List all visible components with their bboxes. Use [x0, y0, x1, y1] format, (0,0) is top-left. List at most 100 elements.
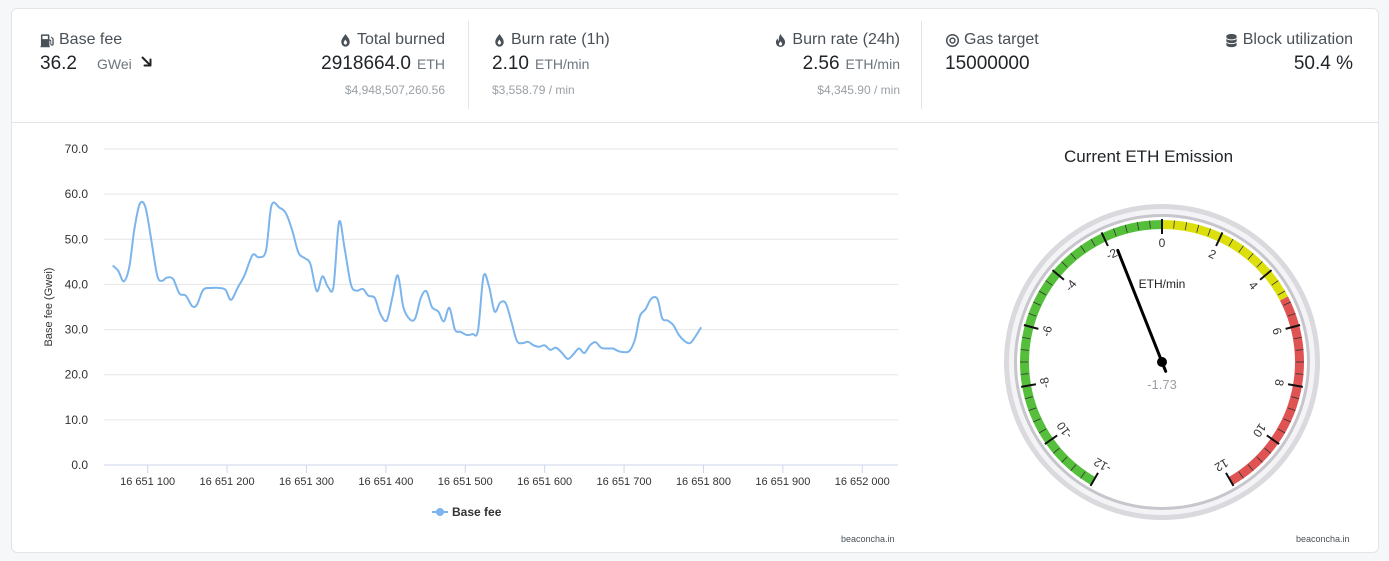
base-fee-chart-area: 0.0 10.0 20.0 30.0 40.0 50.0 60.0 70.0 16 651 10… [12, 123, 917, 552]
chart-credit[interactable]: beaconcha.in [841, 534, 895, 544]
base-fee-group: Base fee 36.2 GWei Total burned 2918664.0… [12, 9, 468, 122]
gas-pump-icon [40, 33, 54, 47]
fire-drop-icon [495, 33, 504, 47]
y-tick-label: 50.0 [65, 232, 89, 246]
gauge-minor-tick [1028, 313, 1037, 317]
burn-rate-24h-usd: $4,345.90 / min [817, 83, 900, 97]
gas-target-stat: Gas target 15000000 [945, 31, 1039, 75]
gauge-minor-tick [1256, 261, 1263, 268]
burn-rate-1h-usd: $3,558.79 / min [492, 83, 575, 97]
gauge-unit-label: ETH/min [1139, 277, 1186, 291]
gauge-minor-tick [1283, 418, 1291, 423]
gauge-minor-tick [1238, 471, 1244, 479]
gauge-minor-tick [1173, 220, 1175, 229]
gauge-minor-tick [1283, 301, 1291, 306]
x-tick-label: 16 651 200 [200, 476, 255, 488]
gauge-minor-tick [1020, 373, 1029, 375]
x-tick-label: 16 651 800 [676, 476, 731, 488]
fire-drop-icon [341, 33, 350, 47]
block-utilization-stat: Block utilization 50.4 % [1224, 31, 1353, 75]
gauge-major-tick [1225, 472, 1235, 487]
gauge-minor-tick [1228, 238, 1234, 247]
gauge-tick-label: 6 [1269, 326, 1284, 336]
legend-item-base-fee[interactable]: Base fee [452, 505, 502, 519]
gauge-minor-tick [1277, 428, 1286, 434]
gauge-tick-label: 8 [1272, 378, 1287, 387]
gauge-major-tick [1051, 269, 1065, 281]
gauge-minor-tick [1070, 252, 1077, 260]
gas-group: Gas target 15000000 Block utilization 50… [922, 9, 1378, 122]
burn-rate-1h-unit: ETH/min [534, 56, 590, 72]
x-tick-label: 16 651 900 [755, 476, 810, 488]
burn-rate-1h-stat: Burn rate (1h) 2.10 ETH/min $3,558.79 / m… [492, 31, 610, 97]
x-tick-label: 16 652 000 [835, 476, 890, 488]
gauge-minor-tick [1287, 313, 1296, 317]
gauge-tick-label: -6 [1039, 324, 1055, 338]
x-tick-label: 16 651 100 [120, 476, 175, 488]
gauge-value-label: -1.73 [1147, 377, 1177, 392]
gauge-plot-band [1228, 296, 1304, 485]
gauge-minor-tick [1256, 456, 1263, 463]
x-tick-label: 16 651 500 [438, 476, 493, 488]
gauge-title: Current ETH Emission [1063, 147, 1234, 166]
gauge-minor-tick [1238, 245, 1244, 253]
base-fee-value: 36.2 [40, 53, 77, 75]
flame-icon [776, 33, 786, 47]
gauge-minor-tick [1024, 396, 1033, 400]
stats-divider [468, 21, 469, 109]
gas-target-label: Gas target [964, 31, 1039, 48]
gauge-minor-tick [1061, 261, 1068, 268]
gauge-plot-band [1162, 220, 1288, 301]
gauge-minor-tick [1028, 407, 1037, 411]
y-tick-label: 30.0 [65, 323, 89, 337]
gauge-minor-tick [1070, 464, 1077, 472]
gauge-minor-tick [1113, 228, 1117, 237]
series-line-base-fee [112, 200, 702, 360]
x-tick-label: 16 651 300 [279, 476, 334, 488]
gauge-major-tick [1044, 434, 1058, 445]
gauge-major-tick [1089, 472, 1099, 487]
burn-rate-1h-value: 2.10 [492, 53, 529, 74]
target-icon [945, 33, 960, 47]
stats-bar: Base fee 36.2 GWei Total burned 2918664.0… [12, 9, 1378, 123]
gauge-minor-tick [1090, 238, 1096, 247]
gauge-minor-tick [1080, 245, 1086, 253]
gauge-major-tick [1287, 383, 1304, 388]
gauge-major-tick [1266, 434, 1280, 445]
base-fee-label: Base fee [59, 31, 123, 48]
burn-rate-24h-unit: ETH/min [845, 56, 900, 72]
y-tick-label: 20.0 [65, 368, 89, 382]
y-tick-label: 0.0 [71, 458, 88, 472]
gauge-minor-tick [1045, 280, 1053, 286]
y-tick-label: 60.0 [65, 187, 89, 201]
gauge-minor-tick [1038, 428, 1047, 434]
gauge-credit[interactable]: beaconcha.in [1296, 534, 1350, 544]
gauge-minor-tick [1295, 349, 1304, 351]
gauge-minor-tick [1033, 418, 1041, 423]
base-fee-chart: 0.0 10.0 20.0 30.0 40.0 50.0 60.0 70.0 16 651 10… [43, 142, 898, 519]
x-tick-label: 16 651 400 [358, 476, 413, 488]
y-tick-label: 40.0 [65, 277, 89, 291]
gauge-minor-tick [1038, 290, 1047, 296]
gauge-minor-tick [1061, 456, 1068, 463]
total-burned-value: 2918664.0 [321, 53, 411, 74]
block-utilization-value: 50.4 % [1293, 53, 1353, 74]
gauge-minor-tick [1207, 228, 1211, 237]
gauge-minor-tick [1033, 301, 1041, 306]
base-fee-stat: Base fee 36.2 GWei [40, 31, 154, 75]
gauge-tick-label: 0 [1159, 236, 1166, 250]
total-burned-stat: Total burned 2918664.0 ETH $4,948,507,260… [321, 31, 445, 97]
gauge-minor-tick [1291, 396, 1300, 400]
trend-down-icon [140, 53, 154, 75]
gauge-major-tick [1100, 231, 1109, 247]
gauge-minor-tick [1149, 220, 1151, 229]
gauge-major-tick [1023, 324, 1039, 330]
block-utilization-label: Block utilization [1242, 31, 1353, 48]
y-tick-label: 70.0 [65, 142, 89, 156]
gauge-minor-tick [1247, 252, 1254, 260]
legend-symbol-marker [436, 508, 444, 516]
gauge-minor-tick [1196, 224, 1200, 233]
gauge-tick-label: 12 [1212, 456, 1231, 475]
gauge-minor-tick [1293, 336, 1302, 340]
gas-target-value: 15000000 [945, 53, 1030, 74]
